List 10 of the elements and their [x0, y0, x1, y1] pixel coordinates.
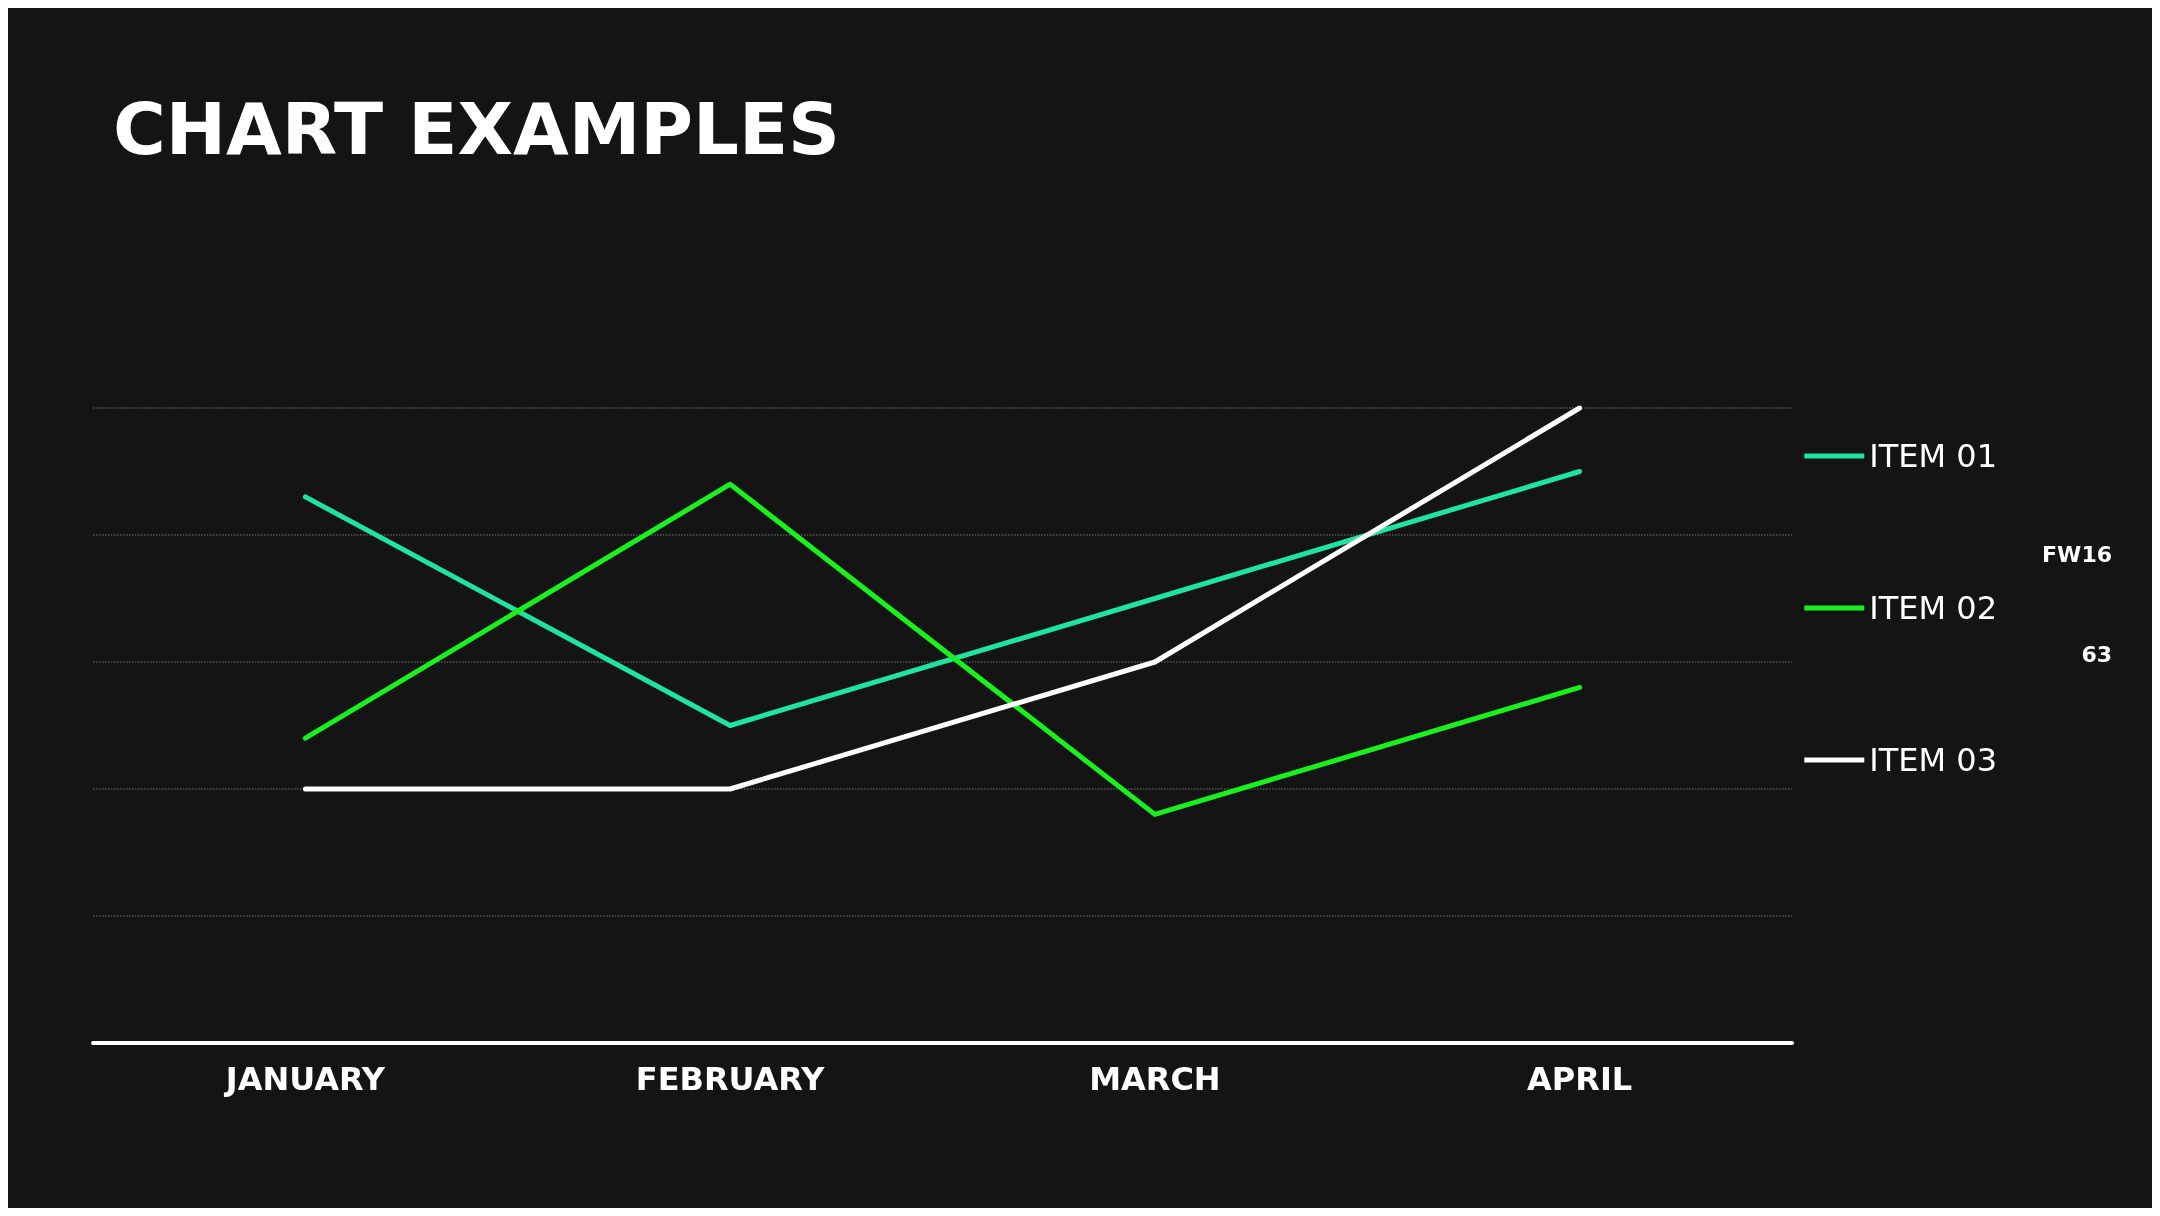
- x-tick-label: FEBRUARY: [635, 1060, 826, 1098]
- x-tick-label: MARCH: [1089, 1060, 1221, 1098]
- text: FW16: [2042, 541, 2113, 567]
- x-tick-label: APRIL: [1527, 1060, 1633, 1098]
- text: 63: [2081, 641, 2113, 667]
- legend-label: ITEM 02: [1869, 589, 1997, 627]
- x-tick-label: JANUARY: [223, 1060, 386, 1098]
- chart-title: CHART EXAMPLES: [113, 87, 840, 171]
- legend-label: ITEM 01: [1869, 437, 1997, 475]
- legend-label: ITEM 03: [1869, 741, 1997, 779]
